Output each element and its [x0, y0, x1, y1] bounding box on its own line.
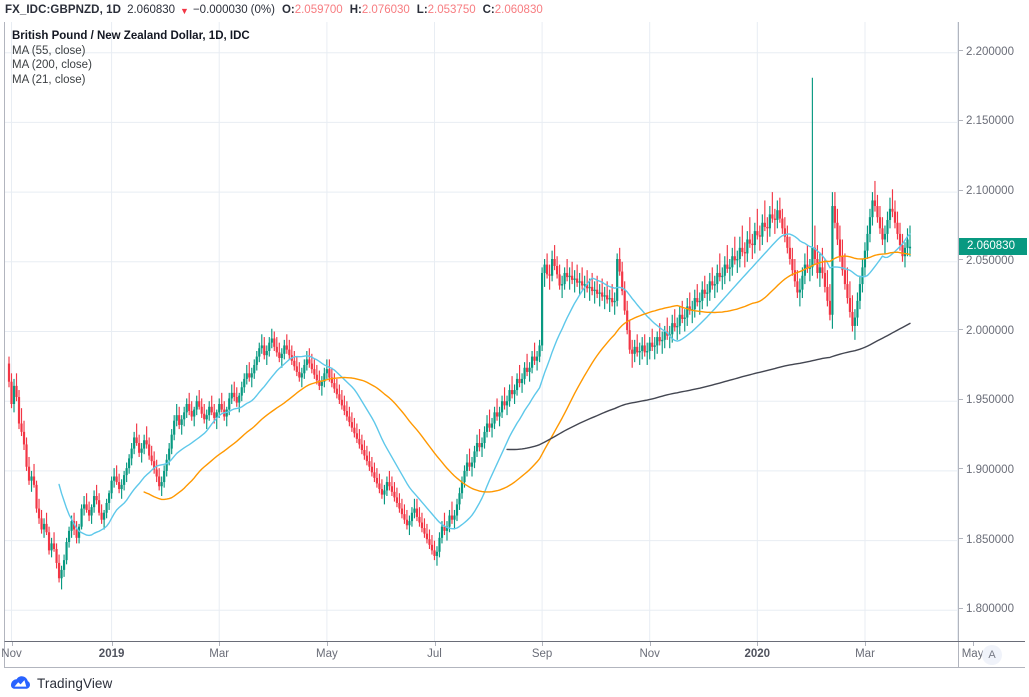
ohlc-open: O:2.059700 [282, 4, 343, 16]
ohlc-low-label: L: [416, 4, 428, 16]
price-tick-label: 2.100000 [959, 185, 1014, 197]
change-percent: (0%) [250, 4, 275, 16]
time-tick-label: May [316, 648, 338, 660]
last-price-value: 2.060830 [127, 4, 176, 16]
last-price-badge[interactable]: 2.060830 [959, 238, 1027, 256]
ohlc-low-value: 2.053750 [427, 4, 476, 16]
ohlc-high-value: 2.076030 [361, 4, 410, 16]
time-tick-label: Sep [531, 648, 553, 660]
price-tick-label: 2.200000 [959, 46, 1014, 58]
price-tick-label: 1.900000 [959, 464, 1014, 476]
time-tick-mark [326, 642, 328, 646]
chart-plot-area[interactable] [5, 22, 958, 641]
time-tick-mark [757, 642, 759, 646]
candlestick-chart [5, 22, 958, 641]
time-tick-mark [11, 642, 13, 646]
time-scale[interactable]: Nov 2019 Mar May Jul Sep Nov 2020 Mar May A [1, 641, 1025, 668]
price-tick-label: 1.950000 [959, 394, 1014, 406]
time-tick-label: Mar [855, 648, 875, 660]
time-tick-label: 2020 [744, 648, 771, 660]
time-tick-label: Mar [209, 648, 230, 660]
time-tick-mark [865, 642, 866, 646]
ohlc-close: C:2.060830 [483, 4, 543, 16]
price-tick-label: 2.150000 [959, 115, 1014, 127]
time-tick-mark [434, 642, 436, 646]
time-scale-corner: A [958, 642, 1025, 668]
ohlc-open-label: O: [281, 4, 295, 16]
time-tick-label: May [961, 648, 984, 660]
time-tick-mark [542, 642, 544, 646]
time-tick-label: Nov [1, 648, 22, 660]
triangle-down-icon: ▼ [180, 5, 189, 16]
tradingview-brand: TradingView [37, 675, 113, 691]
ohlc-open-value: 2.059700 [294, 4, 343, 16]
time-tick-label: Nov [639, 648, 660, 660]
ohlc-close-value: 2.060830 [494, 4, 543, 16]
price-scale[interactable]: 2.200000 2.150000 2.100000 2.050000 2.000000… [958, 22, 1027, 641]
ohlc-close-label: C: [482, 4, 495, 16]
quote-header: FX_IDC:GBPNZD, 1D 2.060830 ▼ −0.000030 (… [0, 0, 1029, 20]
time-tick-label: 2019 [98, 648, 125, 660]
ohlc-low: L:2.053750 [417, 4, 476, 16]
time-tick-label: Jul [427, 648, 442, 660]
price-tick-label: 2.000000 [959, 325, 1014, 337]
time-tick-mark [219, 642, 221, 646]
price-tick-label: 1.850000 [959, 534, 1014, 546]
time-tick-mark [972, 642, 974, 646]
symbol-label[interactable]: FX_IDC:GBPNZD, 1D [5, 4, 122, 16]
time-tick-mark [649, 642, 651, 646]
auto-scale-button[interactable]: A [982, 645, 1002, 665]
chart-frame: 2.200000 2.150000 2.100000 2.050000 2.000000… [4, 22, 1027, 641]
price-tick-label: 2.050000 [959, 255, 1014, 267]
price-tick-label: 1.800000 [959, 603, 1014, 615]
time-tick-mark [111, 642, 113, 646]
footer: TradingView [0, 669, 1029, 697]
ohlc-high-label: H: [349, 4, 362, 16]
tradingview-logo-icon [10, 675, 30, 691]
time-scale-labels: Nov 2019 Mar May Jul Sep Nov 2020 Mar May [1, 642, 983, 668]
change-value: −0.000030 [192, 4, 248, 16]
ohlc-high: H:2.076030 [350, 4, 410, 16]
